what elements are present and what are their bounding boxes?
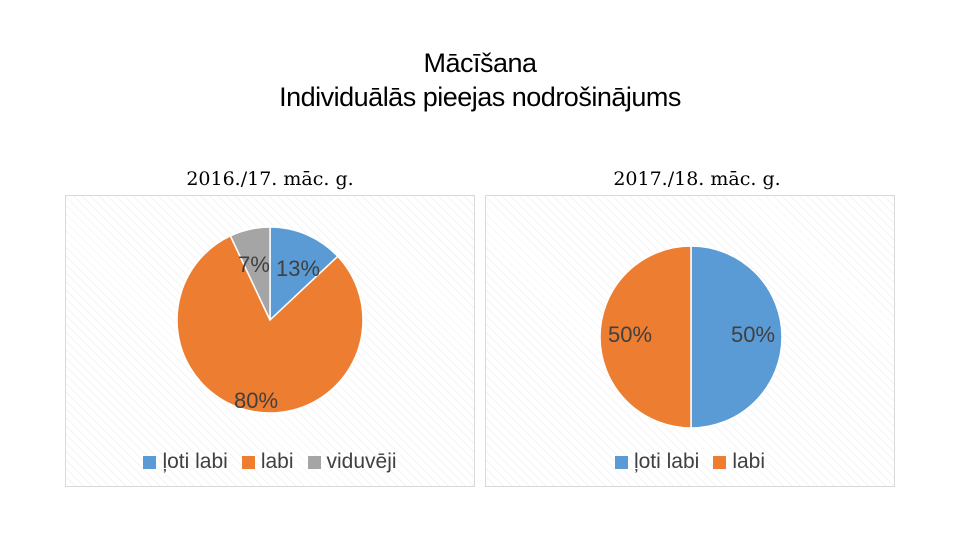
chart-1-legend-label-2: viduvēji bbox=[326, 450, 397, 473]
chart-1-data-label-0: 13% bbox=[276, 256, 320, 281]
chart-2-legend-entry-1: labi bbox=[713, 450, 765, 474]
chart-1-legend-entry-1: labi bbox=[241, 450, 294, 474]
slide-title-line-1: Mācīšana bbox=[423, 48, 537, 78]
chart-1-data-label-2: 7% bbox=[238, 252, 270, 277]
chart-2-data-label-0: 50% bbox=[731, 322, 775, 347]
chart-1-legend-entry-2: viduvēji bbox=[307, 450, 397, 474]
chart-2-title: 2017./18. māc. g. bbox=[613, 168, 781, 190]
chart-1-legend-label-0: ļoti labi bbox=[162, 450, 228, 473]
chart-1-legend-entry-0: ļoti labi bbox=[143, 450, 228, 474]
chart-2-pie: 50% 50% bbox=[599, 245, 783, 429]
chart-2-slice-1 bbox=[599, 245, 692, 429]
chart-2-legend-label-0: ļoti labi bbox=[633, 450, 700, 473]
chart-2-data-label-1: 50% bbox=[608, 322, 652, 347]
chart-1-slice-1 bbox=[176, 234, 364, 414]
chart-1-legend: ļoti labi labi viduvēji bbox=[66, 450, 474, 474]
chart-2-legend-swatch-0 bbox=[614, 455, 628, 469]
chart-2-legend-swatch-1 bbox=[713, 455, 727, 469]
chart-2-panel: 50% 50% ļoti labi labi bbox=[485, 195, 895, 487]
chart-1-legend-label-1: labi bbox=[260, 450, 294, 473]
chart-1-legend-swatch-1 bbox=[241, 455, 255, 469]
slide-title-line-2: Individuālās pieejas nodrošinājums bbox=[279, 82, 681, 112]
chart-1-pie: 13% 80% 7% bbox=[176, 226, 364, 414]
chart-1-panel: 13% 80% 7% ļoti labi labi viduvēji bbox=[65, 195, 475, 487]
chart-1-data-label-1: 80% bbox=[234, 388, 278, 413]
slide-title: Mācīšana Individuālās pieejas nodrošināj… bbox=[0, 46, 960, 114]
chart-1-legend-swatch-2 bbox=[307, 455, 321, 469]
chart-1-title: 2016./17. māc. g. bbox=[186, 168, 354, 190]
chart-2-slice-0 bbox=[690, 245, 783, 429]
chart-2-legend-entry-0: ļoti labi bbox=[614, 450, 700, 474]
chart-1-slice-0 bbox=[269, 226, 339, 322]
chart-2-legend-label-1: labi bbox=[732, 450, 766, 473]
chart-2-legend: ļoti labi labi bbox=[486, 450, 894, 474]
chart-1-slice-2 bbox=[229, 226, 271, 321]
chart-1-legend-swatch-0 bbox=[143, 455, 157, 469]
